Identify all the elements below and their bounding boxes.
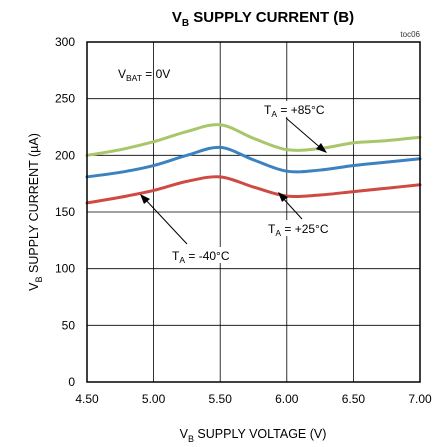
- annotation-40c: TA = -40°C: [140, 194, 246, 265]
- arrowhead-25c: [278, 192, 288, 202]
- series-lines: [85, 123, 422, 205]
- arrow-85c: [285, 117, 324, 151]
- series-line-85c: [85, 123, 422, 157]
- x-tick-label: 4.50: [75, 392, 99, 406]
- x-tick-label: 6.50: [342, 392, 366, 406]
- x-axis-label: VB SUPPLY VOLTAGE (V): [180, 427, 327, 444]
- y-tick-label: 0: [68, 375, 75, 389]
- x-tick-label: 7.00: [408, 392, 432, 406]
- annotation-85c: TA = +85°C: [262, 101, 341, 153]
- y-tick-label: 150: [55, 205, 75, 219]
- y-tick-label: 300: [55, 35, 75, 49]
- arrowhead-85c: [316, 143, 327, 153]
- y-tick-label: 250: [55, 92, 75, 106]
- x-tick-label: 6.00: [275, 392, 299, 406]
- series-line-40c: [85, 175, 422, 205]
- arrow-40c: [143, 197, 188, 245]
- y-tick-labels: 0 50 100 150 200 250 300: [55, 35, 75, 389]
- grid: [86, 41, 421, 383]
- series-label-40c: TA = -40°C: [172, 249, 230, 265]
- y-tick-label: 50: [62, 318, 76, 332]
- series-label-25c: TA = +25°C: [268, 222, 329, 238]
- series-label-85c: TA = +85°C: [264, 103, 325, 119]
- figure-tag: toc06: [400, 30, 420, 39]
- x-tick-label: 5.00: [142, 392, 166, 406]
- chart-title: VB SUPPLY CURRENT (B): [172, 9, 354, 29]
- y-tick-label: 200: [55, 148, 75, 162]
- x-tick-label: 5.50: [209, 392, 233, 406]
- annotation-25c: TA = +25°C: [266, 192, 345, 238]
- condition-label: VBAT = 0V: [118, 67, 170, 83]
- y-tick-label: 100: [55, 262, 75, 276]
- series-line-25c: [85, 145, 422, 179]
- x-tick-labels: 4.50 5.00 5.50 6.00 6.50 7.00: [75, 392, 432, 406]
- arrowhead-40c: [140, 194, 150, 204]
- y-axis-label: VB SUPPLY CURRENT (µA): [27, 133, 44, 291]
- plot-frame: [86, 41, 421, 383]
